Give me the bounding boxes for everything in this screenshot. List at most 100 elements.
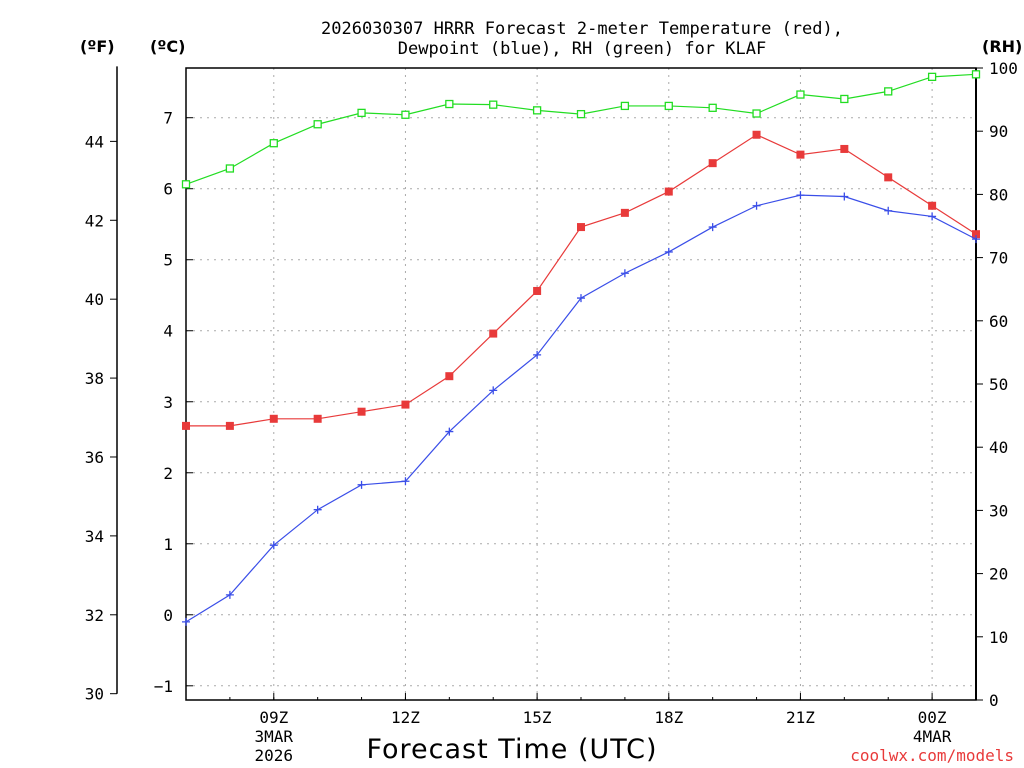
temperature-point (533, 286, 542, 295)
series-layer (181, 70, 981, 626)
x-year-label: 2026 (255, 746, 294, 765)
dewpoint-point (708, 223, 717, 232)
fahrenheit-tick-label: 40 (85, 290, 104, 309)
rh-point (884, 87, 893, 96)
x-axis-label: Forecast Time (UTC) (366, 734, 657, 765)
rh-point (532, 106, 542, 115)
x-tick-label: 18Z (654, 708, 683, 727)
rh-point (708, 103, 717, 112)
rh-tick-label: 100 (989, 59, 1018, 78)
celsius-tick-label: 1 (163, 535, 173, 554)
rh-tick-label: 50 (989, 375, 1008, 394)
celsius-unit-label: (ºC) (150, 37, 185, 56)
dewpoint-point (840, 192, 849, 201)
temperature-point (313, 414, 322, 423)
temperature-point (182, 421, 190, 430)
credit-text: coolwx.com/models (850, 746, 1014, 765)
dewpoint-point (225, 590, 234, 599)
x-tick-label: 09Z (259, 708, 288, 727)
rh-point (225, 164, 235, 173)
rh-line (185, 73, 977, 185)
dewpoint-point (796, 191, 805, 200)
rh-point (840, 94, 849, 104)
fahrenheit-tick-label: 36 (85, 448, 104, 467)
temperature-point (752, 130, 761, 139)
rh-tick-label: 80 (989, 185, 1008, 204)
chart-title-line2: Dewpoint (blue), RH (green) for KLAF (398, 39, 766, 59)
rh-point (664, 101, 673, 111)
dewpoint-point (577, 294, 585, 303)
rh-point (401, 110, 410, 119)
rh-point (445, 99, 454, 109)
celsius-tick-label: 0 (163, 606, 173, 625)
celsius-tick-label: 4 (163, 322, 173, 341)
dewpoint-point (752, 201, 761, 210)
rh-point (927, 72, 937, 81)
temperature-point (620, 208, 629, 217)
rh-point (269, 139, 278, 148)
rh-tick-label: 30 (989, 501, 1008, 520)
fahrenheit-tick-label: 34 (85, 527, 104, 546)
temperature-point (928, 201, 937, 210)
temperature-point (357, 407, 366, 416)
rh-point (620, 101, 630, 111)
rh-tick-label: 60 (989, 312, 1008, 331)
temperature-point (401, 400, 410, 409)
rh-point (576, 109, 586, 119)
rh-tick-label: 90 (989, 122, 1008, 141)
celsius-tick-label: −1 (154, 677, 173, 696)
rh-tick-label: 0 (989, 691, 999, 710)
temperature-point (796, 150, 805, 159)
plot-frame (185, 67, 977, 701)
rh-tick-label: 40 (989, 438, 1008, 457)
dewpoint-point (664, 247, 673, 256)
dewpoint-point (884, 206, 893, 215)
rh-point (752, 109, 761, 118)
fahrenheit-tick-label: 38 (85, 369, 104, 388)
rh-tick-label: 70 (989, 249, 1008, 268)
x-date-label: 4MAR (913, 727, 952, 746)
dewpoint-point (401, 477, 410, 486)
fahrenheit-tick-label: 32 (85, 606, 104, 625)
dewpoint-point (313, 505, 322, 514)
rh-point (971, 70, 981, 79)
dewpoint-point (182, 617, 190, 626)
temperature-point (225, 421, 234, 430)
dewpoint-point (533, 350, 542, 359)
x-tick-label: 21Z (786, 708, 815, 727)
temperature-point (840, 144, 849, 153)
celsius-tick-label: 3 (163, 393, 173, 412)
rh-point (181, 180, 191, 189)
temperature-line (186, 134, 977, 427)
rh-point (357, 108, 366, 118)
temperature-point (445, 372, 454, 381)
x-tick-label: 15Z (523, 708, 552, 727)
celsius-tick-label: 6 (163, 180, 173, 199)
x-tick-label: 12Z (391, 708, 420, 727)
celsius-tick-label: 7 (163, 109, 173, 128)
rh-point (489, 100, 498, 109)
dewpoint-point (489, 386, 498, 395)
fahrenheit-tick-label: 44 (85, 132, 104, 151)
dewpoint-point (620, 269, 629, 278)
fahrenheit-unit-label: (ºF) (80, 37, 115, 56)
temperature-point (269, 414, 278, 423)
rh-tick-label: 20 (989, 565, 1008, 584)
celsius-tick-label: 5 (163, 251, 173, 270)
dewpoint-point (357, 480, 366, 489)
dewpoint-point (445, 427, 454, 436)
fahrenheit-tick-label: 42 (85, 211, 104, 230)
temperature-point (489, 329, 498, 338)
dewpoint-point (269, 541, 278, 550)
dewpoint-point (928, 212, 937, 221)
rh-point (796, 90, 805, 99)
temperature-point (577, 223, 585, 232)
fahrenheit-tick-label: 30 (85, 685, 104, 704)
x-date-label: 3MAR (255, 727, 294, 746)
temperature-point (664, 187, 673, 196)
chart-title-line1: 2026030307 HRRR Forecast 2-meter Tempera… (321, 19, 843, 39)
celsius-tick-label: 2 (163, 464, 173, 483)
temperature-point (708, 159, 717, 168)
